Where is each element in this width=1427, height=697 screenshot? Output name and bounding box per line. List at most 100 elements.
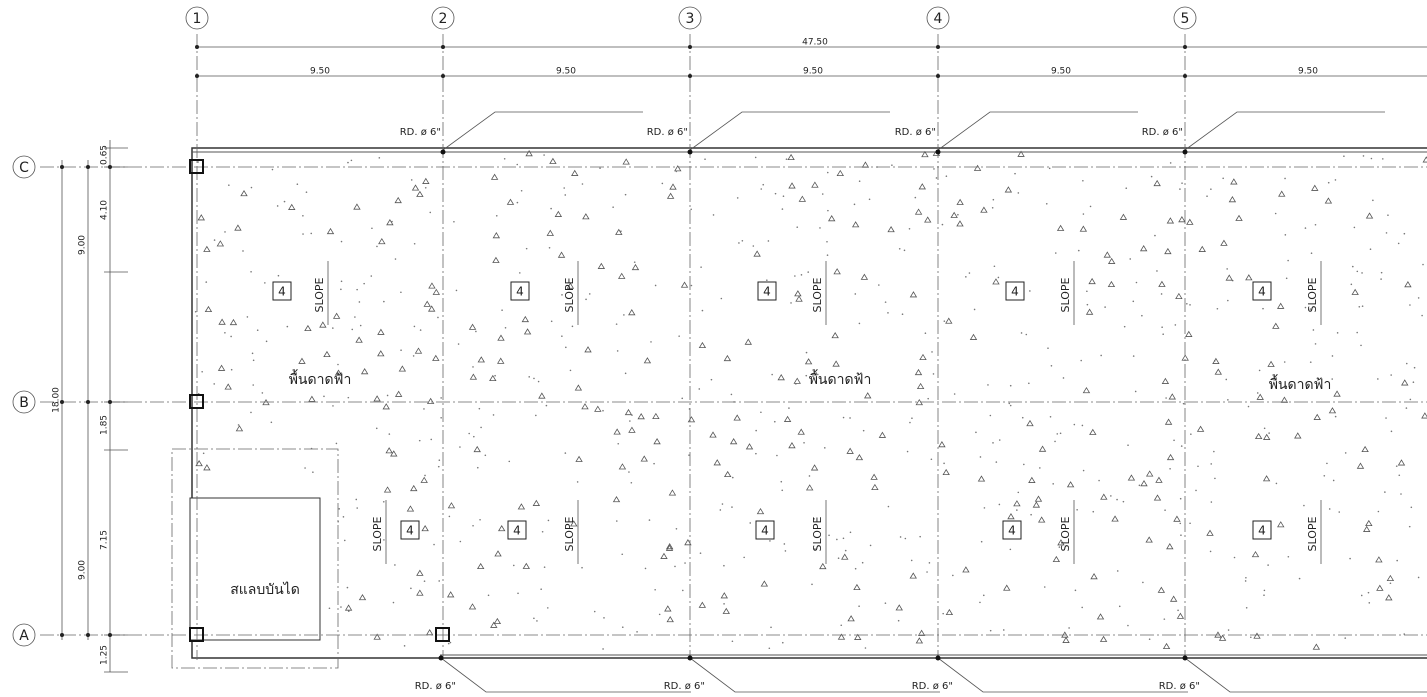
hatch [1404, 281, 1412, 288]
hatch [842, 537, 845, 540]
area-tag [1252, 520, 1272, 540]
hatch [525, 150, 533, 157]
hatch [1396, 559, 1398, 562]
hatch [1057, 539, 1065, 546]
hatch [1175, 292, 1183, 299]
hatch [546, 229, 554, 236]
hatch [1267, 360, 1275, 367]
hatch [1122, 500, 1125, 503]
hatch [1380, 278, 1382, 280]
hatch [953, 393, 956, 395]
hatch [383, 486, 392, 493]
hatch [203, 464, 211, 471]
hatch [1327, 181, 1330, 184]
dim-label: 9.50 [1298, 67, 1318, 77]
dim-tick [441, 45, 445, 49]
hatch [983, 507, 986, 509]
hatch [762, 183, 765, 186]
hatch [1216, 307, 1219, 310]
hatch [780, 480, 783, 483]
hatch [438, 580, 441, 582]
hatch [826, 254, 829, 256]
hatch [385, 447, 393, 454]
hatch [355, 336, 363, 343]
hatch [992, 442, 994, 444]
hatch [861, 161, 870, 168]
hatch [1247, 405, 1250, 408]
hatch [1361, 272, 1363, 274]
hatch [1375, 556, 1383, 563]
hatch [520, 189, 523, 192]
hatch [205, 281, 208, 283]
hatch [720, 297, 723, 300]
hatch [1068, 627, 1070, 629]
hatch [1037, 516, 1046, 523]
hatch [1081, 606, 1083, 609]
hatch [993, 265, 996, 268]
hatch [1385, 232, 1388, 234]
hatch [1245, 606, 1248, 609]
hatch [731, 640, 734, 643]
hatch [1398, 474, 1401, 477]
hatch [1186, 218, 1194, 225]
drain-leader [689, 657, 940, 693]
hatch [479, 518, 481, 521]
area-tag-label: 4 [513, 524, 521, 538]
hatch [1185, 330, 1193, 337]
hatch [1056, 433, 1059, 435]
hatch [230, 335, 232, 338]
hatch [918, 183, 926, 190]
hatch [533, 377, 535, 380]
hatch [1100, 354, 1102, 357]
hatch [383, 300, 385, 303]
grid-label: 5 [1181, 11, 1190, 27]
hatch [490, 621, 498, 628]
hatch [1089, 428, 1097, 435]
hatch [1134, 390, 1137, 393]
hatch [837, 557, 840, 560]
hatch [246, 316, 249, 318]
hatch [1064, 291, 1067, 294]
hatch [1235, 214, 1243, 221]
hatch [992, 198, 995, 201]
hatch [919, 535, 921, 538]
hatch [213, 383, 216, 385]
hatch [1332, 479, 1335, 482]
hatch [340, 288, 342, 291]
hatch [805, 374, 808, 377]
hatch [942, 612, 944, 615]
hatch [540, 588, 542, 590]
hatch [386, 394, 389, 397]
hatch [1177, 609, 1179, 612]
hatch [832, 360, 840, 367]
dim-tick [441, 74, 445, 78]
hatch [1127, 444, 1129, 447]
hatch [403, 645, 406, 647]
hatch [745, 443, 754, 450]
hatch [602, 648, 604, 650]
hatch [1384, 491, 1386, 493]
hatch [217, 364, 226, 371]
hatch [1326, 462, 1328, 465]
hatch [477, 356, 485, 363]
hatch [264, 282, 266, 284]
hatch [508, 460, 511, 463]
column [435, 627, 450, 642]
hatch [363, 282, 365, 285]
roof-drain [935, 149, 941, 155]
hatch [423, 580, 426, 582]
hatch [1245, 576, 1247, 579]
hatch [343, 539, 346, 542]
hatch [1189, 304, 1191, 306]
hatch [1166, 217, 1175, 224]
hatch [1351, 288, 1359, 295]
hatch [427, 305, 436, 312]
hatch [853, 203, 856, 206]
hatch [1263, 589, 1266, 592]
hatch [1080, 359, 1082, 362]
hatch [581, 183, 584, 185]
hatch [472, 524, 474, 527]
hatch [783, 543, 786, 545]
hatch [1333, 390, 1341, 397]
hatch [512, 564, 515, 567]
